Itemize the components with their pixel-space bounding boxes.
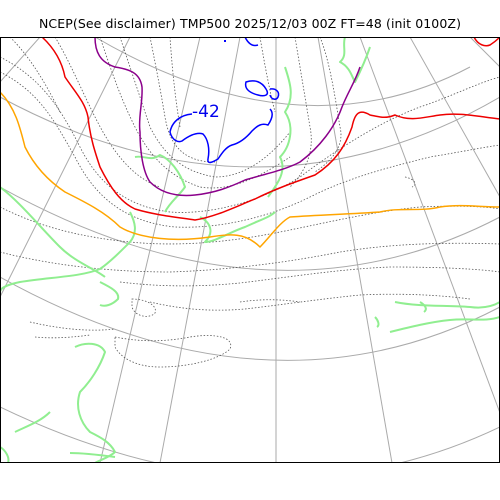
temperature-map: -42 — [0, 37, 500, 463]
orange-contour — [0, 91, 500, 249]
blue-contour-small — [269, 88, 280, 100]
map-title: NCEP(See disclaimer) TMP500 2025/12/03 0… — [38, 16, 462, 31]
blue-contour — [169, 108, 273, 164]
coastlines — [0, 37, 500, 463]
red-contour — [41, 37, 500, 221]
blue-contour-cell — [244, 80, 269, 97]
map-frame — [0, 37, 500, 463]
blue-contour-upper — [244, 37, 259, 47]
purple-contour — [94, 37, 361, 197]
contour-label-minus-42: -42 — [192, 102, 220, 122]
latitude-lines — [0, 37, 500, 463]
meridian-lines — [0, 37, 500, 463]
isotherms — [0, 37, 500, 368]
red-contour-corner — [473, 37, 500, 47]
